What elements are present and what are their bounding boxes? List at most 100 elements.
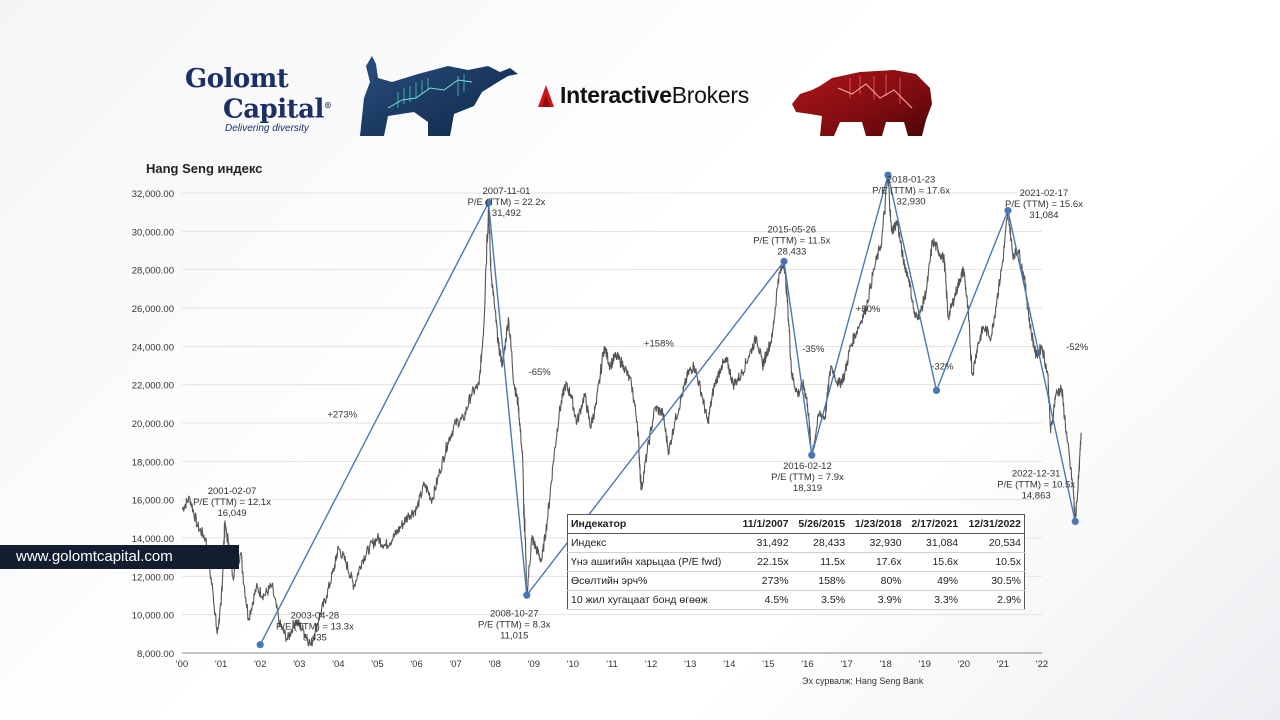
golomt-logo-line1: Golomt	[185, 64, 289, 94]
pct-change-label: -65%	[529, 367, 552, 378]
table-cell: Индекс	[567, 533, 736, 553]
table-cell: 11.5x	[791, 552, 849, 572]
annotation-line: 2021-02-17	[1020, 188, 1069, 199]
annotation-line: 28,433	[777, 246, 806, 257]
golomt-logo-name: Golomt Capital®	[185, 64, 332, 125]
table-cell: 49%	[904, 571, 962, 591]
table-row: 10 жил хугацаат бонд өгөөж 4.5% 3.5% 3.9…	[567, 590, 1025, 610]
annotation-line: 2018-01-23	[887, 174, 936, 185]
x-tick-label: '20	[958, 659, 970, 670]
y-tick-label: 10,000.00	[132, 611, 174, 622]
x-tick-label: '08	[489, 659, 501, 670]
table-cell: 22.15x	[735, 552, 792, 572]
table-header-row: Индекатор 11/1/2007 5/26/2015 1/23/2018 …	[567, 514, 1025, 534]
table-cell: 31,084	[904, 533, 962, 553]
interactive-brokers-logo: InteractiveBrokers	[536, 82, 749, 109]
table-cell: 28,433	[791, 533, 849, 553]
source-note: Эх сурвалж: Hang Seng Bank	[802, 676, 924, 686]
annotation-line: 2022-12-31	[1012, 469, 1061, 480]
y-tick-label: 8,000.00	[137, 649, 174, 660]
annotation-line: 2007-11-01	[483, 186, 531, 197]
table-cell: 15.6x	[904, 552, 962, 572]
faint-watermark-logo: Golomt Capital	[1078, 40, 1231, 61]
x-tick-label: '14	[723, 659, 735, 670]
golomt-logo-line2: Capital	[223, 94, 324, 125]
annotation-line: 2008-10-27	[490, 609, 539, 620]
x-tick-label: '21	[997, 659, 1009, 670]
table-cell: 4.5%	[735, 590, 792, 610]
annotation-line: P/E (TTM) = 11.5x	[753, 235, 830, 246]
table-cell: 3.9%	[848, 590, 905, 610]
x-tick-label: '03	[293, 659, 305, 670]
table-cell: 30.5%	[961, 571, 1025, 591]
annotation-line: 8,435	[303, 633, 327, 644]
y-tick-label: 26,000.00	[132, 304, 174, 315]
annotation-line: 2016-02-12	[783, 461, 832, 472]
table-row: Үнэ ашигийн харьцаа (P/E fwd) 22.15x 11.…	[567, 552, 1025, 572]
y-tick-label: 18,000.00	[132, 457, 174, 468]
annotation-line: 16,049	[218, 508, 247, 519]
table-cell: 17.6x	[848, 552, 905, 572]
table-cell: 10.5x	[961, 552, 1025, 572]
golomt-capital-logo: Golomt Capital® Delivering diversity	[185, 64, 332, 136]
table-cell: 3.5%	[791, 590, 849, 610]
table-cell: 3.3%	[904, 590, 962, 610]
annotation-line: P/E (TTM) = 17.6x	[872, 185, 950, 196]
annotation-line: 18,319	[793, 483, 822, 494]
x-tick-label: '04	[332, 659, 344, 670]
ib-name-regular: Brokers	[671, 82, 749, 108]
x-tick-label: '12	[645, 659, 657, 670]
pct-labels-layer: +273% -65% +158% -35% +80% -32% -52%	[327, 304, 1088, 420]
annotation-line: P/E (TTM) = 22.2x	[468, 197, 546, 208]
bear-icon	[792, 70, 932, 136]
peak-trough-marker	[1004, 206, 1012, 215]
y-tick-label: 22,000.00	[132, 381, 174, 392]
table-cell: Өсөлтийн эрч%	[567, 571, 736, 591]
table-cell: 10 жил хугацаат бонд өгөөж	[567, 590, 736, 610]
y-tick-label: 14,000.00	[132, 534, 174, 545]
y-tick-label: 28,000.00	[132, 266, 174, 277]
table-cell: 20,534	[961, 533, 1025, 553]
x-tick-label: '10	[567, 659, 579, 670]
y-axis-ticks: 8,000.00 10,000.00 12,000.00 14,000.00 16,00…	[132, 189, 174, 660]
table-row: Индекс 31,492 28,433 32,930 31,084 20,53…	[567, 533, 1025, 553]
y-tick-label: 12,000.00	[132, 572, 174, 583]
peak-trough-marker	[523, 591, 531, 599]
x-tick-label: '17	[840, 659, 852, 670]
peak-trough-marker	[780, 257, 788, 265]
x-tick-label: '01	[215, 659, 227, 670]
pct-change-label: -32%	[931, 361, 954, 372]
table-header-cell: 12/31/2022	[961, 514, 1025, 534]
x-tick-label: '02	[254, 659, 266, 670]
y-tick-label: 32,000.00	[132, 189, 174, 200]
table-cell: 31,492	[735, 533, 792, 553]
annotation-line: P/E (TTM) = 10.5x	[997, 480, 1075, 491]
table-header-cell: 1/23/2018	[848, 514, 905, 534]
annotation-line: 31,084	[1029, 210, 1058, 221]
peak-trough-marker	[932, 386, 941, 395]
x-tick-label: '06	[410, 659, 422, 670]
peak-trough-marker	[484, 199, 493, 207]
annotation-line: P/E (TTM) = 12.1x	[193, 497, 271, 508]
table-cell: 273%	[735, 571, 792, 591]
registered-mark: ®	[323, 100, 332, 110]
x-axis-ticks: '00 '01 '02 '03 '04 '05 '06 '07 '08 '09 '10 '11 '12 '…	[176, 659, 1048, 670]
chart-title: Hang Seng индекс	[146, 161, 263, 176]
x-tick-label: '19	[919, 659, 931, 670]
annotation-line: P/E (TTM) = 15.6x	[1005, 199, 1083, 210]
annotation-line: 2015-05-26	[768, 224, 817, 235]
peak-trough-marker	[1071, 517, 1079, 526]
annotation-line: 2003-04-28	[291, 611, 340, 622]
website-banner[interactable]: www.golomtcapital.com	[0, 545, 239, 569]
x-tick-label: '09	[528, 659, 540, 670]
ib-mark-icon	[538, 84, 554, 107]
y-tick-label: 24,000.00	[132, 342, 174, 353]
x-tick-label: '22	[1036, 659, 1048, 670]
